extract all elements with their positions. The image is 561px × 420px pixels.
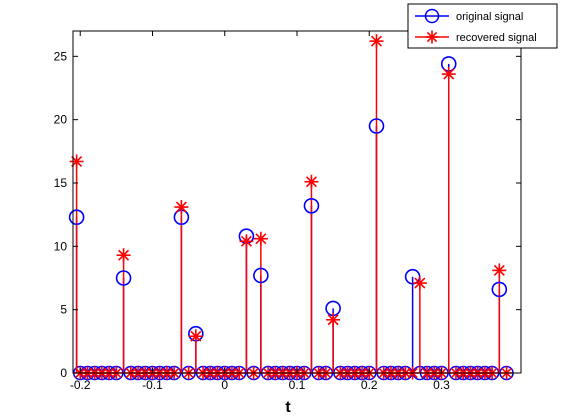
recovered-signal-point [174, 200, 189, 215]
y-tick-label: 0 [60, 366, 67, 380]
legend-marker-original-signal [424, 8, 440, 24]
legend-box [407, 3, 558, 49]
x-tick-label: 0.2 [361, 378, 378, 392]
original-signal-point [303, 198, 320, 214]
original-signal-point [491, 281, 508, 298]
x-tick-label: 0.3 [433, 378, 450, 392]
recovered-signal-point [412, 276, 427, 291]
original-signal-point [368, 118, 385, 134]
recovered-signal-point [326, 312, 341, 327]
x-tick-label: 0 [221, 378, 228, 392]
x-tick-label: -0.1 [142, 378, 163, 392]
legend-label-recovered-signal: recovered signal [456, 32, 537, 44]
recovered-signal-point [441, 67, 456, 82]
recovered-signal-point [116, 248, 131, 263]
legend-marker-recovered-signal [425, 30, 439, 44]
original-signal-point [115, 270, 132, 286]
x-tick-label: -0.2 [70, 378, 91, 392]
original-signal-point [253, 267, 269, 284]
legend-entry-original-signal: original signal [415, 8, 523, 24]
y-tick-label: 10 [54, 239, 68, 253]
recovered-signal-point [69, 154, 84, 169]
x-tick-label: 0.1 [289, 378, 306, 392]
original-signal-point [68, 209, 85, 225]
recovered-signal-point [492, 263, 507, 278]
y-tick-label: 25 [54, 49, 68, 63]
recovered-signal-point [369, 34, 384, 49]
y-tick-label: 15 [54, 176, 68, 190]
recovered-signal-point [239, 234, 254, 249]
axes: -0.2 -0.1 0 0.1 0.2 0.3 0 5 10 15 20 25 [54, 30, 522, 392]
legend: original signal recovered signal [407, 3, 558, 49]
x-axis-title: t [285, 399, 291, 416]
legend-star-glyph [425, 30, 439, 44]
legend-label-original-signal: original signal [456, 11, 523, 23]
recovered-signal-point [253, 231, 268, 246]
recovered-signal-point [304, 174, 319, 189]
recovered-signal-point [188, 329, 203, 344]
legend-entry-recovered-signal: recovered signal [415, 30, 537, 44]
y-tick-label: 5 [60, 303, 67, 317]
y-tick-label: 20 [54, 113, 68, 127]
